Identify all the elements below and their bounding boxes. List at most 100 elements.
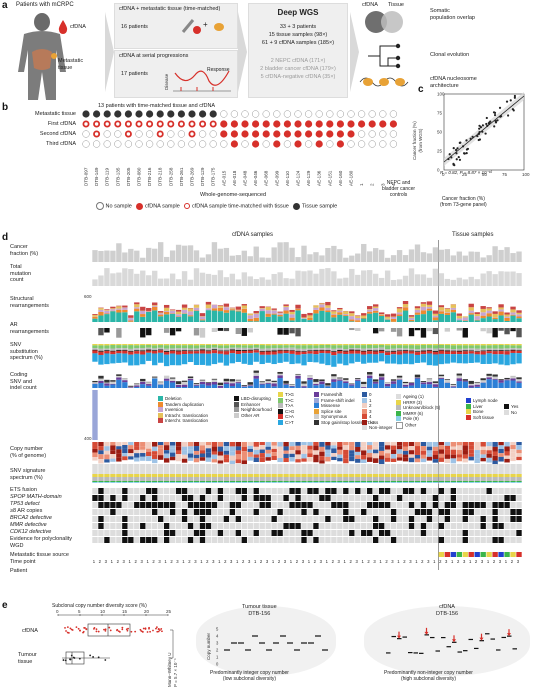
cancer-fraction-bar [254, 247, 259, 262]
dot-cfdna [263, 120, 270, 127]
sv-segment [301, 319, 306, 322]
signature-segment [265, 464, 270, 474]
binary-cell [445, 530, 450, 536]
signature-segment [469, 481, 474, 482]
signature-segment [295, 481, 300, 482]
sv-segment [463, 317, 468, 320]
binary-cell [385, 488, 390, 494]
dot-none [93, 141, 100, 148]
binary-cell [116, 502, 121, 508]
signature-segment [206, 483, 211, 484]
binary-cell [331, 509, 336, 515]
snv-spectrum-segment [164, 349, 169, 351]
scatter-point [482, 124, 484, 126]
mutation-count-bar [355, 275, 360, 286]
dot-cfdna [347, 120, 354, 127]
binary-cell [218, 530, 223, 536]
binary-cell [212, 509, 217, 515]
cancer-fraction-bar [469, 252, 474, 262]
snv-spectrum-segment [254, 348, 259, 350]
binary-cell [367, 530, 372, 536]
coding-segment [409, 383, 414, 386]
snv-spectrum-segment [463, 351, 468, 354]
coding-segment [176, 385, 181, 387]
signature-segment [510, 464, 515, 474]
binary-cell [271, 523, 276, 529]
snv-spectrum-segment [98, 351, 103, 352]
snv-spectrum-segment [146, 344, 151, 345]
binary-cell [516, 488, 521, 494]
signature-segment [146, 474, 151, 477]
copy-number-cell [510, 452, 515, 457]
signature-segment [504, 483, 509, 484]
signature-segment [236, 464, 241, 474]
snv-spectrum-segment [164, 351, 169, 352]
cancer-fraction-bar [379, 250, 384, 262]
snv-spectrum-segment [391, 354, 396, 363]
copy-number-cell [265, 450, 270, 454]
coding-segment [301, 381, 306, 383]
coding-segment [510, 378, 515, 380]
sv-segment [140, 317, 145, 322]
coding-segment [355, 379, 360, 380]
sv-segment [295, 309, 300, 310]
signature-segment [433, 464, 438, 474]
sv-segment [469, 315, 474, 322]
binary-cell [397, 516, 402, 522]
binary-cell [170, 523, 175, 529]
snv-spectrum-segment [212, 345, 217, 348]
sv-segment [289, 310, 294, 312]
binary-cell [451, 523, 456, 529]
snv-spectrum-segment [463, 344, 468, 345]
cfdna-point [108, 627, 110, 629]
signature-segment [391, 474, 396, 477]
copy-number-cell [122, 442, 127, 445]
snv-spectrum-segment [212, 349, 217, 350]
binary-cell [313, 537, 318, 543]
copy-number-cell [134, 453, 139, 458]
mutation-count-bar [492, 274, 497, 286]
snv-spectrum-segment [433, 354, 438, 365]
copy-number-cell [325, 442, 330, 445]
cfdna-point [127, 630, 129, 632]
dot-tissue [157, 110, 164, 117]
panel-b-xlabel: Whole-genome-sequenced [200, 192, 266, 199]
scatter-point [455, 149, 457, 151]
sv-segment [152, 302, 157, 305]
tissue-source-cell [510, 552, 515, 557]
coding-segment [182, 381, 187, 382]
snv-spectrum-segment [379, 351, 384, 353]
signature-segment [349, 477, 354, 481]
signature-segment [510, 477, 515, 481]
sv-segment [516, 313, 521, 315]
signature-segment [164, 482, 169, 483]
signature-segment [451, 464, 456, 474]
signature-segment [349, 464, 354, 474]
signature-segment [218, 483, 223, 484]
signature-segment [421, 483, 426, 484]
signature-segment [457, 481, 462, 482]
binary-cell [498, 537, 503, 543]
snv-spectrum-segment [188, 348, 193, 350]
panel-c-stats: R = 0.82, P = 8.87 × 10⁻¹⁶ [440, 170, 492, 176]
sv-segment [415, 315, 420, 322]
binary-cell [194, 523, 199, 529]
time-point-value: 3 [248, 559, 251, 564]
cancer-fraction-bar [134, 251, 139, 262]
copy-number-cell [391, 454, 396, 459]
sv-segment [218, 306, 223, 308]
binary-cell [283, 502, 288, 508]
copy-number-cell [206, 448, 211, 452]
copy-number-cell [182, 455, 187, 459]
binary-cell [319, 537, 324, 543]
sv-segment [486, 308, 491, 310]
signature-segment [331, 477, 336, 481]
sv-segment [224, 310, 229, 313]
snv-spectrum-segment [504, 350, 509, 351]
binary-cell [206, 502, 211, 508]
sv-segment [307, 320, 312, 322]
mutation-count-bar [463, 279, 468, 286]
copy-number-cell [510, 442, 515, 445]
time-point-value: 1 [308, 559, 311, 564]
binary-cell [301, 495, 306, 501]
